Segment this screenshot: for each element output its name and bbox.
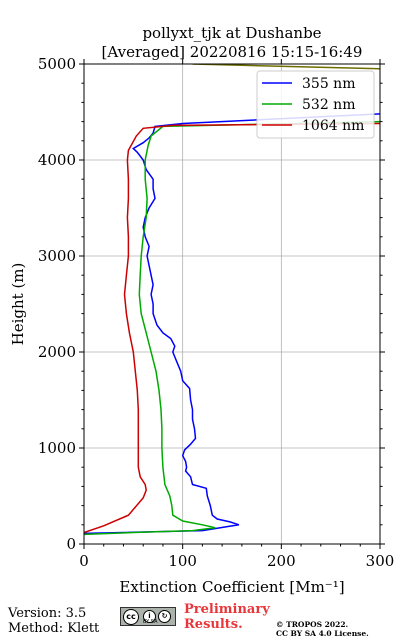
cc-by-sa-icon: cc i ↻ BY SA bbox=[120, 607, 176, 626]
y-tick-label: 5000 bbox=[38, 55, 76, 73]
legend: 355 nm 532 nm 1064 nm bbox=[256, 70, 375, 139]
y-tick-label: 3000 bbox=[38, 247, 76, 265]
x-tick-label: 200 bbox=[267, 552, 296, 570]
y-tick-label: 1000 bbox=[38, 439, 76, 457]
cc-badge-text: BY SA bbox=[143, 619, 158, 625]
preliminary-line1: Preliminary bbox=[184, 602, 270, 617]
x-tick-label: 300 bbox=[366, 552, 395, 570]
preliminary-line2: Results. bbox=[184, 617, 243, 632]
method-text: Method: Klett bbox=[8, 621, 100, 636]
x-axis-label: Extinction Coefficient [Mm⁻¹] bbox=[119, 578, 344, 596]
x-tick-label: 100 bbox=[168, 552, 197, 570]
series-line-extra-3 bbox=[192, 64, 380, 70]
x-tick-label: 0 bbox=[79, 552, 89, 570]
version-text: Version: 3.5 bbox=[8, 606, 87, 621]
y-axis-label: Height (m) bbox=[9, 263, 27, 346]
plot-frame bbox=[83, 63, 381, 545]
series-line-355-nm bbox=[84, 113, 380, 535]
y-tick-label: 2000 bbox=[38, 343, 76, 361]
copyright-line1: © TROPOS 2022. bbox=[276, 620, 349, 629]
series-line-532-nm bbox=[84, 120, 380, 536]
series-layer bbox=[84, 64, 380, 536]
y-tick-label: 0 bbox=[66, 535, 76, 553]
chart-title-line1: pollyxt_tjk at Dushanbe bbox=[142, 24, 321, 42]
y-tick-label: 4000 bbox=[38, 151, 76, 169]
legend-entry: 532 nm bbox=[302, 97, 355, 113]
copyright-notice: © TROPOS 2022. CC BY SA 4.0 License. bbox=[276, 620, 369, 638]
legend-entry: 355 nm bbox=[302, 76, 355, 92]
series-line-1064-nm bbox=[84, 122, 380, 534]
legend-box bbox=[256, 70, 375, 139]
copyright-line2: CC BY SA 4.0 License. bbox=[276, 629, 369, 638]
legend-entry: 1064 nm bbox=[302, 118, 364, 134]
chart-title-line2: [Averaged] 20220816 15:15-16:49 bbox=[102, 43, 363, 61]
version-info: Version: 3.5 Method: Klett bbox=[8, 606, 99, 636]
preliminary-notice: Preliminary Results. bbox=[184, 602, 270, 632]
